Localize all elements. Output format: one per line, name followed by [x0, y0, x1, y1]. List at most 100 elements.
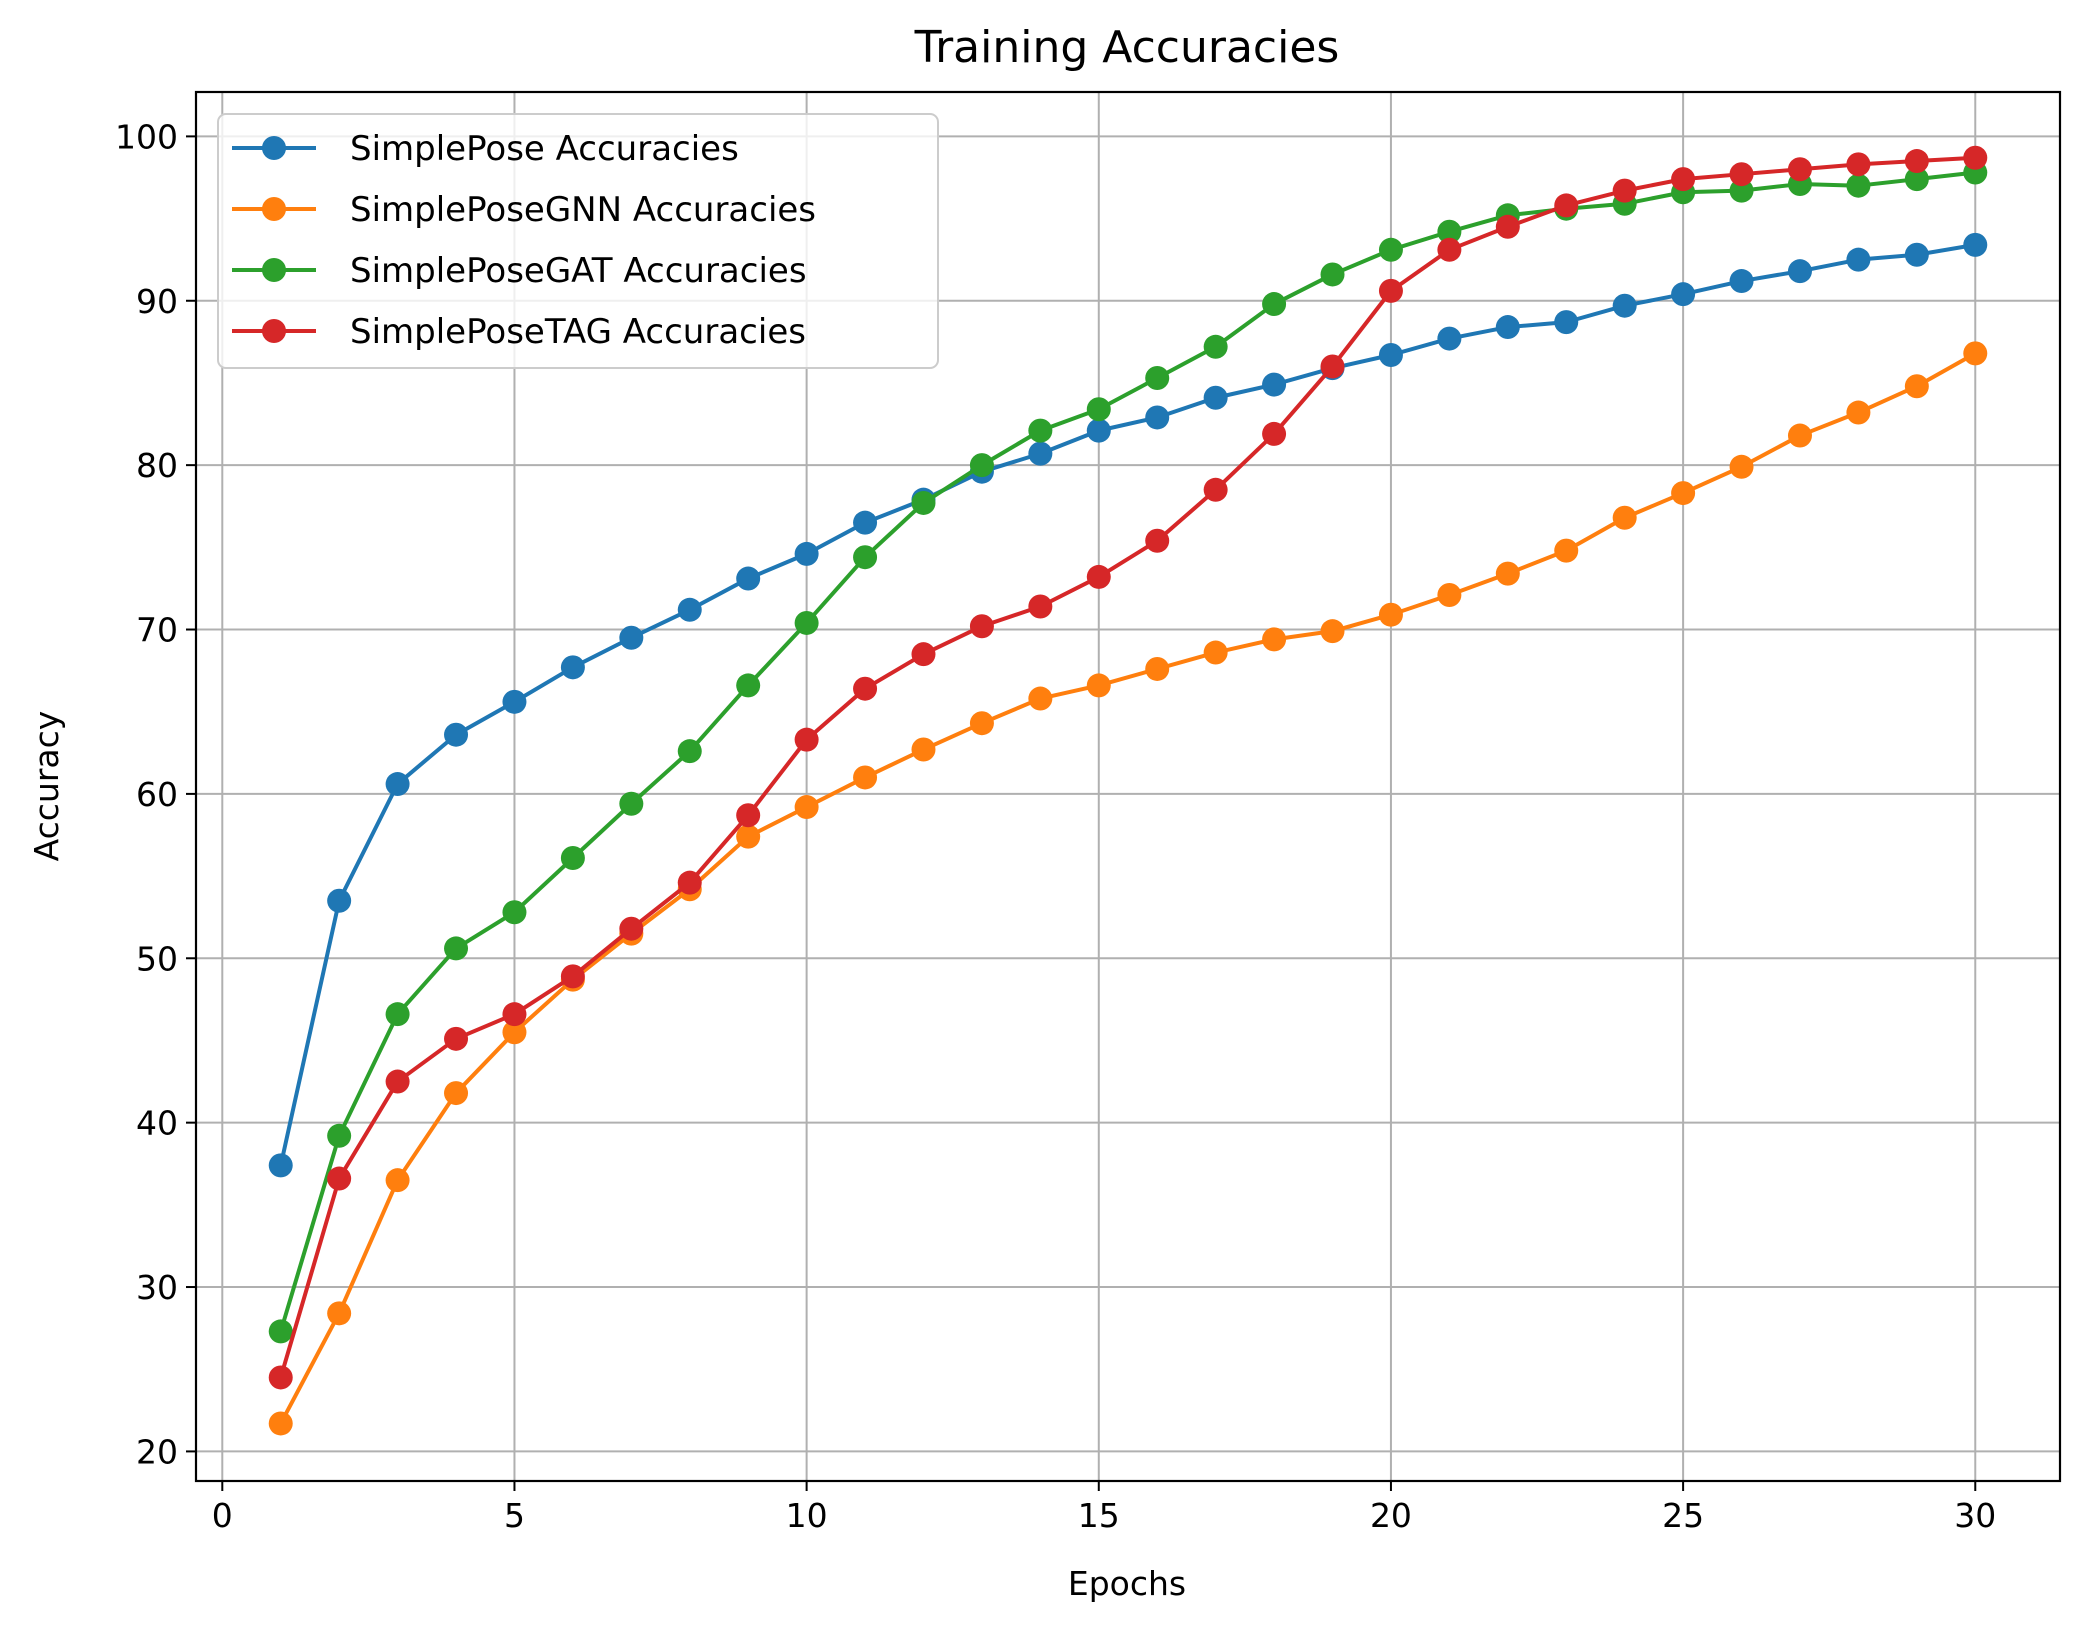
- data-point: [1787, 259, 1812, 284]
- data-point: [969, 711, 994, 736]
- data-point: [1963, 341, 1988, 366]
- data-point: [794, 610, 819, 635]
- plot-frame: [194, 90, 2062, 1483]
- data-point: [444, 936, 469, 961]
- data-point: [327, 1301, 352, 1326]
- y-tick-label: 70: [136, 611, 178, 650]
- data-point: [1787, 157, 1812, 182]
- data-point: [1086, 418, 1111, 443]
- data-point: [1846, 152, 1871, 177]
- data-point: [1203, 385, 1228, 410]
- legend-marker: [262, 319, 286, 343]
- data-point: [853, 676, 878, 701]
- data-point: [502, 689, 527, 714]
- data-point: [1963, 145, 1988, 170]
- data-point: [1729, 269, 1754, 294]
- x-axis-label: Epochs: [1068, 1564, 1186, 1603]
- data-point: [1671, 481, 1696, 506]
- data-point: [1671, 167, 1696, 192]
- data-point: [1028, 594, 1053, 619]
- y-tick-label: 60: [136, 775, 178, 814]
- data-point: [560, 964, 585, 989]
- data-point: [1145, 405, 1170, 430]
- data-point: [327, 1166, 352, 1191]
- data-point: [1846, 400, 1871, 425]
- data-point: [794, 795, 819, 820]
- data-point: [619, 625, 644, 650]
- legend-box: [217, 113, 939, 369]
- y-axis-label: Accuracy: [27, 711, 66, 862]
- series-layer: [268, 145, 1988, 1436]
- data-point: [619, 791, 644, 816]
- data-point: [1495, 315, 1520, 340]
- data-point: [1787, 423, 1812, 448]
- data-point: [268, 1365, 293, 1390]
- legend-label: SimplePoseGAT Accuracies: [350, 251, 807, 291]
- data-point: [853, 545, 878, 570]
- data-point: [444, 722, 469, 747]
- data-point: [1378, 343, 1403, 368]
- data-point: [1262, 372, 1287, 397]
- data-point: [1554, 538, 1579, 563]
- data-point: [268, 1319, 293, 1344]
- y-tick-label: 50: [136, 939, 178, 978]
- legend-item: SimplePoseGAT Accuracies: [232, 251, 807, 291]
- y-tick-label: 20: [136, 1432, 178, 1471]
- data-point: [853, 765, 878, 790]
- data-point: [1086, 397, 1111, 422]
- data-point: [1437, 326, 1462, 351]
- x-tick-label: 25: [1662, 1496, 1704, 1535]
- data-point: [1612, 293, 1637, 318]
- data-point: [1963, 232, 1988, 257]
- data-point: [853, 510, 878, 535]
- data-point: [1904, 374, 1929, 399]
- legend-marker: [262, 136, 286, 160]
- data-point: [1612, 178, 1637, 203]
- legend-marker: [262, 197, 286, 221]
- data-point: [1729, 454, 1754, 479]
- x-tick-label: 0: [212, 1496, 233, 1535]
- data-point: [385, 1002, 410, 1027]
- data-point: [1437, 582, 1462, 607]
- data-point: [444, 1081, 469, 1106]
- data-point: [736, 566, 761, 591]
- data-point: [1028, 686, 1053, 711]
- data-point: [1262, 627, 1287, 652]
- data-point: [619, 916, 644, 941]
- legend-item: SimplePose Accuracies: [232, 129, 739, 169]
- data-point: [1378, 237, 1403, 262]
- data-point: [736, 803, 761, 828]
- data-point: [794, 727, 819, 752]
- data-point: [560, 846, 585, 871]
- data-point: [502, 1020, 527, 1045]
- data-point: [1145, 366, 1170, 391]
- legend-label: SimplePose Accuracies: [350, 129, 739, 169]
- data-point: [1086, 564, 1111, 589]
- x-tick-label: 5: [504, 1496, 525, 1535]
- data-point: [502, 1002, 527, 1027]
- data-point: [677, 870, 702, 895]
- data-point: [1145, 656, 1170, 681]
- data-point: [385, 1069, 410, 1094]
- data-point: [911, 642, 936, 667]
- data-point: [736, 673, 761, 698]
- data-point: [1145, 528, 1170, 553]
- data-point: [1904, 167, 1929, 192]
- data-point: [1262, 421, 1287, 446]
- data-point: [969, 614, 994, 639]
- data-point: [385, 772, 410, 797]
- chart-title: Training Accuracies: [914, 22, 1340, 73]
- data-point: [268, 1411, 293, 1436]
- data-point: [1729, 178, 1754, 203]
- data-point: [502, 900, 527, 925]
- data-point: [911, 737, 936, 762]
- data-point: [327, 888, 352, 913]
- data-point: [1203, 477, 1228, 502]
- data-point: [1437, 219, 1462, 244]
- data-point: [1729, 162, 1754, 187]
- data-point: [1612, 505, 1637, 530]
- y-tick-label: 40: [136, 1104, 178, 1143]
- y-tick-label: 80: [136, 446, 178, 485]
- series-1: [268, 232, 1988, 1178]
- data-point: [794, 541, 819, 566]
